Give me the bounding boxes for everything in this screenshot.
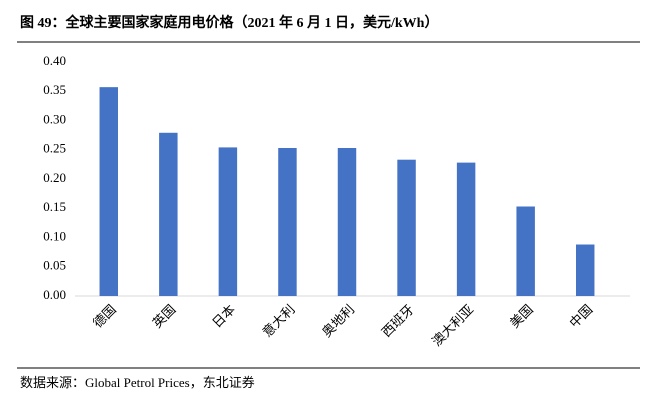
bar <box>218 147 238 296</box>
y-tick-label: 0.20 <box>43 170 66 185</box>
x-tick-label: 意大利 <box>259 302 297 340</box>
x-tick-label: 中国 <box>566 302 595 331</box>
bar <box>456 162 476 296</box>
bar <box>159 132 178 296</box>
y-tick-label: 0.40 <box>43 53 66 68</box>
x-tick-label: 英国 <box>150 302 179 331</box>
bar <box>575 244 595 296</box>
y-tick-label: 0.30 <box>43 111 66 126</box>
source: 数据来源：Global Petrol Prices，东北证券 <box>20 375 255 390</box>
y-tick-label: 0.10 <box>43 228 66 243</box>
y-tick-label: 0.05 <box>43 258 66 273</box>
x-tick-label: 日本 <box>209 302 238 331</box>
chart-title: 图 49：全球主要国家家庭用电价格（2021 年 6 月 1 日，美元/kWh） <box>20 14 438 31</box>
bar <box>397 159 416 296</box>
x-tick-label: 奥地利 <box>319 302 357 340</box>
bar <box>516 206 535 296</box>
y-tick-label: 0.15 <box>43 199 66 214</box>
x-tick-label: 澳大利亚 <box>429 302 476 349</box>
x-tick-label: 西班牙 <box>379 302 417 340</box>
x-tick-label: 美国 <box>507 302 536 331</box>
y-tick-label: 0.00 <box>43 287 66 302</box>
bar <box>278 147 297 296</box>
y-tick-label: 0.25 <box>43 141 66 156</box>
y-tick-label: 0.35 <box>43 82 66 97</box>
bar <box>337 147 357 296</box>
x-tick-label: 德国 <box>90 302 119 331</box>
bar <box>99 87 119 296</box>
